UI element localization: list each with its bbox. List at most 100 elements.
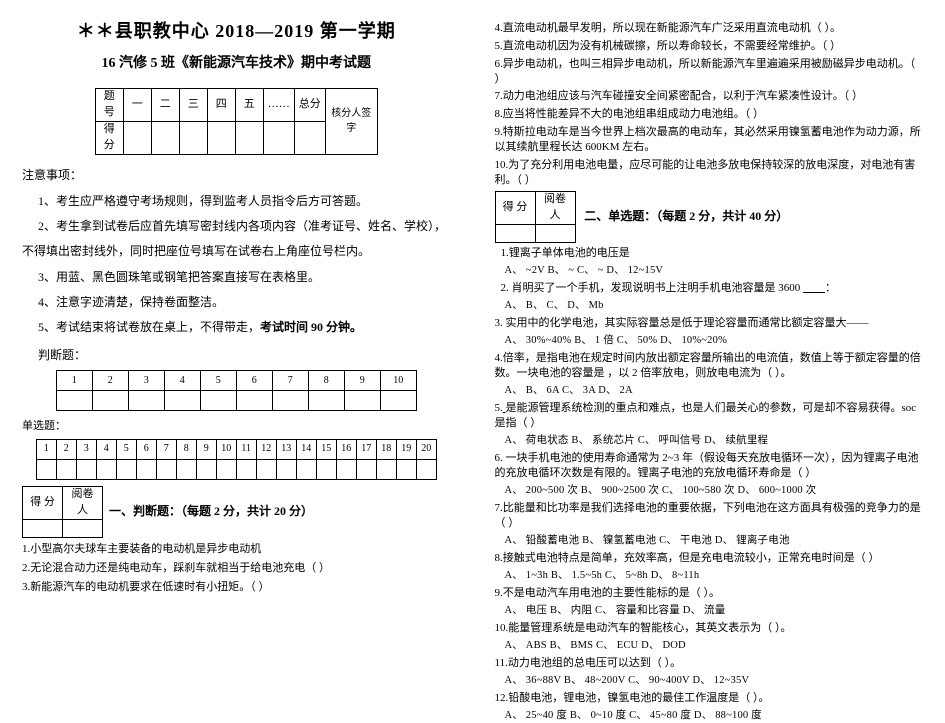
- section1-title: 一、判断题：（每题 2 分，共计 20 分）: [109, 503, 313, 520]
- notice-5b: 考试时间 90 分钟。: [260, 320, 362, 334]
- judge-num: 2: [92, 371, 128, 391]
- single-num: 10: [216, 440, 236, 460]
- notice-item: 1、考生应严格遵守考场规则，得到监考人员指令后方可答题。: [38, 193, 451, 210]
- single-ans: [56, 460, 76, 480]
- single-q10: 10.能量管理系统是电动汽车的智能核心，其英文表示为（ ）。: [495, 621, 924, 636]
- single-ans: [316, 460, 336, 480]
- judge-num: 7: [272, 371, 308, 391]
- score-row2-label: 得分: [95, 122, 123, 155]
- single-ans: [376, 460, 396, 480]
- single-num: 20: [416, 440, 436, 460]
- single-q8-opts: A、 1~3h B、 1.5~5h C、 5~8h D、 8~11h: [505, 569, 924, 583]
- single-ans: [156, 460, 176, 480]
- score-row1-label: 题号: [95, 89, 123, 122]
- judge-num: 10: [380, 371, 416, 391]
- single-q10-opts: A、 ABS B、 BMS C、 ECU D、 DOD: [505, 639, 924, 653]
- single-num: 15: [316, 440, 336, 460]
- single-num: 14: [296, 440, 316, 460]
- score-cell: [294, 122, 325, 155]
- score-col: 一: [123, 89, 151, 122]
- score-col: 二: [151, 89, 179, 122]
- single-num: 11: [236, 440, 256, 460]
- judge-ans: [56, 391, 92, 411]
- judge-ans: [92, 391, 128, 411]
- judge-q10-text: 10.为了充分利用电池电量，应尽可能的让电池多放电保持较深的放电深度，对电池有害…: [495, 159, 916, 186]
- mini-score-c1: 得 分: [495, 192, 535, 225]
- single-q1: 1.锂离子单体电池的电压是: [501, 246, 924, 261]
- notice-item: 3、用蓝、黑色圆珠笔或钢笔把答案直接写在表格里。: [38, 269, 451, 286]
- single-ans: [136, 460, 156, 480]
- single-q11: 11.动力电池组的总电压可以达到（ ）。: [495, 656, 924, 671]
- judge-q8: 8.应当将性能差异不大的电池组串组成动力电池组。（ ）: [495, 107, 924, 122]
- mini-score-cell: [23, 520, 63, 538]
- main-title: ＊＊县职教中心 2018—2019 第一学期: [22, 18, 451, 44]
- judge-ans: [344, 391, 380, 411]
- judge-q9: 9.特斯拉电动车是当今世界上档次最高的电动车，其必然采用镍氢蓄电池作为动力源，所…: [495, 125, 924, 155]
- judge-q2: 2.无论混合动力还是纯电动车，踩刹车就相当于给电池充电（ ）: [22, 561, 451, 577]
- judge-q5: 5.直流电动机因为没有机械碳擦，所以寿命较长，不需要经常维护。（ ）: [495, 39, 924, 54]
- judge-num: 3: [128, 371, 164, 391]
- section2-header: 得 分 阅卷人 二、单选题：（每题 2 分，共计 40 分）: [495, 191, 924, 243]
- score-cell: [123, 122, 151, 155]
- single-q2a: 2. 肖明买了一个手机，发现说明书上注明手机电池容量是 3600: [501, 282, 804, 294]
- judge-q1: 1.小型高尔夫球车主要装备的电动机是异步电动机: [22, 542, 451, 558]
- mini-score-c2: 阅卷人: [63, 487, 103, 520]
- score-table: 题号 一 二 三 四 五 …… 总分 核分人签字 得分: [95, 88, 378, 155]
- single-q2: 2. 肖明买了一个手机，发现说明书上注明手机电池容量是 3600 ：: [501, 281, 924, 296]
- single-q2b: ：: [825, 282, 836, 294]
- single-ans: [76, 460, 96, 480]
- sub-title: 16 汽修 5 班《新能源汽车技术》期中考试题: [22, 54, 451, 74]
- notice-item: 5、考试结束将试卷放在桌上，不得带走，考试时间 90 分钟。: [38, 319, 451, 336]
- single-q7-opts: A、 铅酸蓄电池 B、 镍氢蓄电池 C、 干电池 D、 锂离子电池: [505, 534, 924, 548]
- notice-item: 不得填出密封线外，同时把座位号填写在试卷右上角座位号栏内。: [22, 243, 451, 260]
- score-cell: [151, 122, 179, 155]
- single-q4-opts: A、 B、 6A C、 3A D、 2A: [505, 384, 924, 398]
- single-label: 单选题：: [22, 419, 451, 435]
- mini-score-cell: [63, 520, 103, 538]
- signer-cell: 核分人签字: [325, 89, 377, 155]
- single-ans: [356, 460, 376, 480]
- judge-num: 8: [308, 371, 344, 391]
- mini-score-table-2: 得 分 阅卷人: [495, 191, 576, 243]
- judge-ans: [236, 391, 272, 411]
- section1-header: 得 分 阅卷人 一、判断题：（每题 2 分，共计 20 分）: [22, 486, 451, 538]
- single-q3-opts: A、 30%~40% B、 1 倍 C、 50% D、 10%~20%: [505, 334, 924, 348]
- score-col: 四: [207, 89, 235, 122]
- judge-q7: 7.动力电池组应该与汽车碰撞安全间紧密配合，以利于汽车紧凑性设计。（ ）: [495, 89, 924, 104]
- single-ans: [416, 460, 436, 480]
- score-col: 五: [235, 89, 263, 122]
- single-q5: 5. 是能源管理系统检测的重点和难点，也是人们最关心的参数，可是却不容易获得。s…: [495, 401, 924, 431]
- judge-num: 1: [56, 371, 92, 391]
- single-num: 5: [116, 440, 136, 460]
- judge-q4: 4.直流电动机最早发明，所以现在新能源汽车广泛采用直流电动机（ ）。: [495, 21, 924, 36]
- mini-score-cell: [535, 225, 575, 243]
- single-q2-opts: A、 B、 C、 D、 Mb: [505, 299, 924, 313]
- single-num: 12: [256, 440, 276, 460]
- judge-num: 9: [344, 371, 380, 391]
- single-q5a: 5.: [495, 402, 503, 414]
- single-table: 1 2 3 4 5 6 7 8 9 10 11 12 13 14 15 16 1…: [36, 439, 437, 480]
- single-num: 6: [136, 440, 156, 460]
- score-cell: [263, 122, 294, 155]
- mini-score-c1: 得 分: [23, 487, 63, 520]
- score-col: ……: [263, 89, 294, 122]
- notice-header: 注意事项：: [22, 167, 451, 184]
- mini-score-table: 得 分 阅卷人: [22, 486, 103, 538]
- single-q9-opts: A、 电压 B、 内阻 C、 容量和比容量 D、 流量: [505, 604, 924, 618]
- single-q7: 7.比能量和比功率是我们选择电池的重要依据，下列电池在这方面具有极强的竞争力的是…: [495, 501, 924, 531]
- notice-item: 2、考生拿到试卷后应首先填写密封线内各项内容（准考证号、姓名、学校），: [38, 218, 451, 235]
- single-num: 16: [336, 440, 356, 460]
- single-q9: 9.不是电动汽车用电池的主要性能标的是（ ）。: [495, 586, 924, 601]
- single-q12: 12.铅酸电池，锂电池，镍氢电池的最佳工作温度是（ ）。: [495, 691, 924, 706]
- single-q6-opts: A、 200~500 次 B、 900~2500 次 C、 100~580 次 …: [505, 484, 924, 498]
- score-cell: [235, 122, 263, 155]
- judge-table: 1 2 3 4 5 6 7 8 9 10: [56, 370, 417, 411]
- single-num: 7: [156, 440, 176, 460]
- left-page: ＊＊县职教中心 2018—2019 第一学期 16 汽修 5 班《新能源汽车技术…: [0, 0, 473, 655]
- single-q6: 6. 一块手机电池的使用寿命通常为 2~3 年（假设每天充放电循环一次），因为锂…: [495, 451, 924, 481]
- single-q5-opts: A、 荷电状态 B、 系统芯片 C、 呼叫信号 D、 续航里程: [505, 434, 924, 448]
- single-num: 2: [56, 440, 76, 460]
- judge-ans: [308, 391, 344, 411]
- single-ans: [96, 460, 116, 480]
- single-ans: [256, 460, 276, 480]
